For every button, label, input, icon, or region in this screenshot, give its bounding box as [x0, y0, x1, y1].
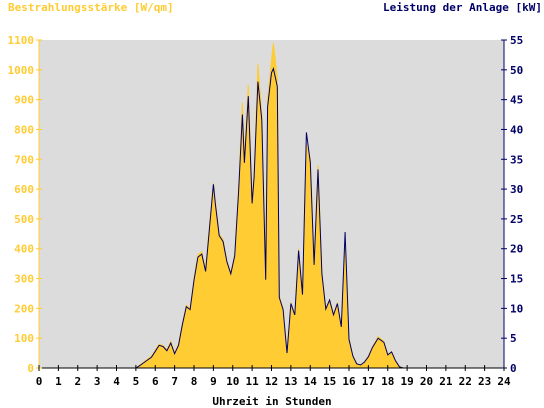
x-tick-label: 13	[284, 375, 297, 388]
y-left-tick-label: 400	[14, 243, 34, 256]
y-left-tick-label: 500	[14, 213, 34, 226]
x-tick-label: 9	[210, 375, 217, 388]
x-tick-label: 17	[362, 375, 375, 388]
y-right-tick-label: 20	[510, 243, 523, 256]
x-tick-label: 6	[152, 375, 159, 388]
x-tick-label: 14	[304, 375, 318, 388]
x-tick-label: 5	[133, 375, 140, 388]
x-tick-label: 7	[171, 375, 178, 388]
y-left-tick-label: 1100	[8, 34, 35, 47]
left-axis-title: Bestrahlungsstärke [W/qm]	[8, 1, 174, 14]
x-tick-label: 3	[94, 375, 101, 388]
right-axis-title: Leistung der Anlage [kW]	[383, 1, 542, 14]
y-right-tick-label: 30	[510, 183, 523, 196]
y-left-tick-label: 100	[14, 332, 34, 345]
y-right-tick-label: 50	[510, 64, 523, 77]
x-tick-label: 18	[381, 375, 394, 388]
y-right-tick-label: 45	[510, 94, 523, 107]
x-tick-label: 12	[265, 375, 278, 388]
x-tick-label: 19	[401, 375, 414, 388]
series-layer	[39, 42, 504, 369]
x-tick-label: 0	[36, 375, 43, 388]
y-left-tick-label: 300	[14, 273, 34, 286]
y-right-tick-label: 0	[510, 362, 517, 375]
x-tick-label: 24	[497, 375, 511, 388]
y-left-tick-label: 0	[27, 362, 34, 375]
y-left-tick-label: 900	[14, 94, 34, 107]
y-right-tick-label: 40	[510, 123, 523, 136]
x-tick-label: 16	[342, 375, 356, 388]
y-right-tick-label: 55	[510, 34, 523, 47]
x-tick-label: 2	[74, 375, 81, 388]
power-line	[39, 67, 504, 369]
x-tick-label: 11	[246, 375, 260, 388]
x-tick-label: 8	[191, 375, 198, 388]
x-tick-label: 22	[459, 375, 472, 388]
x-tick-label: 15	[323, 375, 336, 388]
y-left-tick-label: 200	[14, 302, 34, 315]
y-left-tick-label: 1000	[8, 64, 35, 77]
y-right-tick-label: 10	[510, 302, 523, 315]
x-tick-label: 20	[420, 375, 433, 388]
x-tick-label: 21	[439, 375, 453, 388]
ticks-layer: 0100200300400500600700800900100011000510…	[8, 34, 524, 388]
x-tick-label: 1	[55, 375, 62, 388]
y-right-tick-label: 25	[510, 213, 523, 226]
y-right-tick-label: 15	[510, 273, 523, 286]
y-left-tick-label: 700	[14, 153, 34, 166]
x-axis-title: Uhrzeit in Stunden	[212, 395, 332, 408]
x-tick-label: 23	[478, 375, 491, 388]
y-right-tick-label: 5	[510, 332, 517, 345]
y-left-tick-label: 600	[14, 183, 34, 196]
x-tick-label: 4	[113, 375, 120, 388]
y-right-tick-label: 35	[510, 153, 523, 166]
y-left-tick-label: 800	[14, 123, 34, 136]
x-tick-label: 10	[226, 375, 239, 388]
